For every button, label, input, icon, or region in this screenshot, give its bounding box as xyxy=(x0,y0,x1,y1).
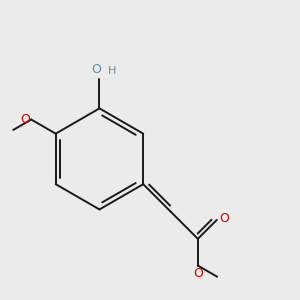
Text: H: H xyxy=(108,66,116,76)
Text: O: O xyxy=(219,212,229,225)
Text: O: O xyxy=(20,113,30,126)
Text: O: O xyxy=(193,267,203,280)
Text: O: O xyxy=(91,63,101,76)
